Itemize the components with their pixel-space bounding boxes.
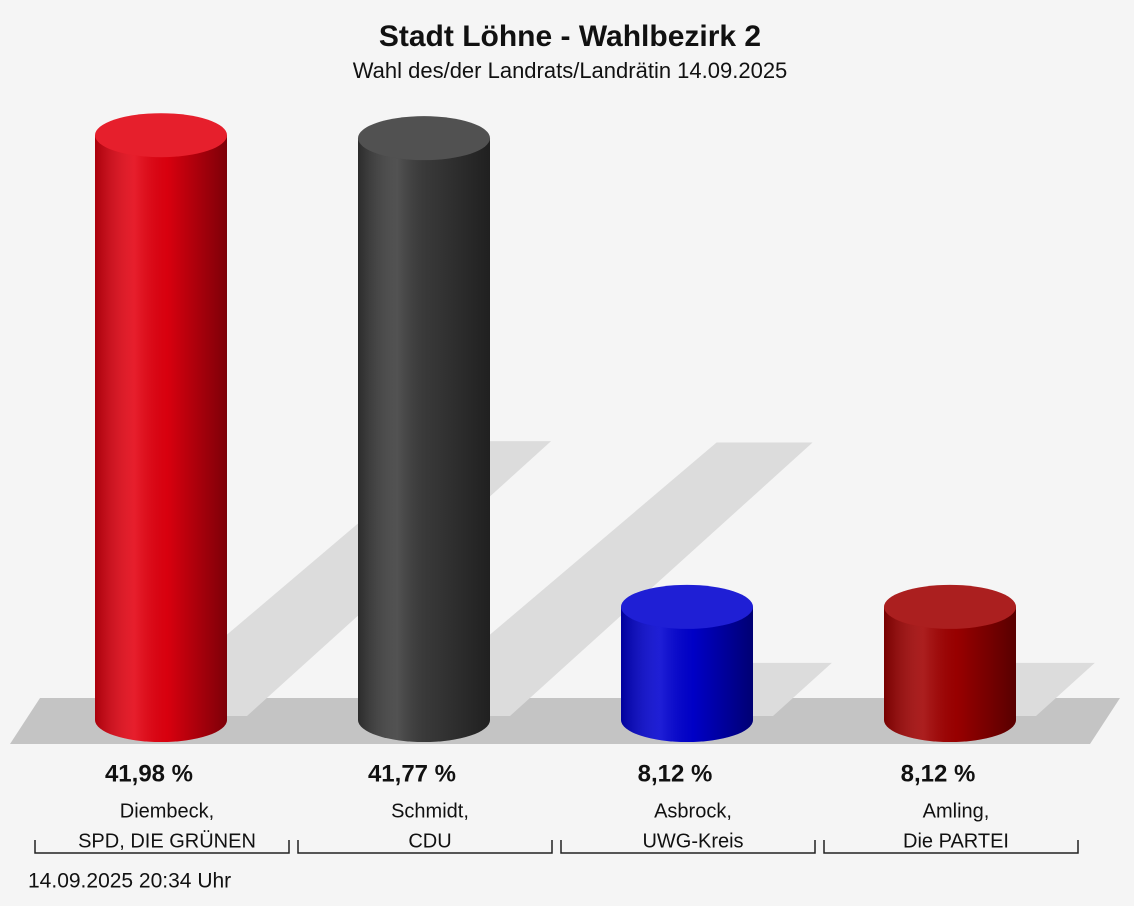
- category-label: Schmidt,: [391, 800, 469, 822]
- bar-top-shading: [95, 113, 227, 158]
- category-label: SPD, DIE GRÜNEN: [78, 830, 256, 852]
- category-label: CDU: [408, 830, 451, 852]
- chart-title: Stadt Löhne - Wahlbezirk 2: [379, 20, 761, 53]
- bar-top-shading: [884, 584, 1016, 629]
- bar-top-shading: [621, 584, 753, 629]
- chart-subtitle: Wahl des/der Landrats/Landrätin 14.09.20…: [353, 58, 788, 83]
- category-bracket: [34, 840, 290, 854]
- category-label: Die PARTEI: [903, 830, 1009, 852]
- bar-shading: [621, 606, 753, 742]
- bar-shading: [95, 135, 227, 742]
- bar-top: [358, 116, 490, 161]
- category-label: Asbrock,: [654, 800, 732, 822]
- value-label: 41,98 %: [105, 760, 193, 787]
- value-label: 41,77 %: [368, 760, 456, 787]
- category-label: UWG-Kreis: [642, 830, 743, 852]
- category-label: Amling,: [923, 800, 990, 822]
- bar-shading: [884, 606, 1016, 742]
- category-bracket: [823, 840, 1079, 854]
- category-bracket: [297, 840, 553, 854]
- category-bracket: [560, 840, 816, 854]
- bar-top: [621, 584, 753, 629]
- floor: [10, 698, 1120, 744]
- bar-top: [95, 113, 227, 158]
- footnote: 14.09.2025 20:34 Uhr: [28, 870, 231, 893]
- bar-top-shading: [358, 116, 490, 161]
- category-label: Diembeck,: [120, 800, 214, 822]
- bar-top: [884, 584, 1016, 629]
- bar-shading: [358, 138, 490, 742]
- bar-shadow: [394, 442, 813, 716]
- value-label: 8,12 %: [638, 760, 713, 787]
- value-label: 8,12 %: [901, 760, 976, 787]
